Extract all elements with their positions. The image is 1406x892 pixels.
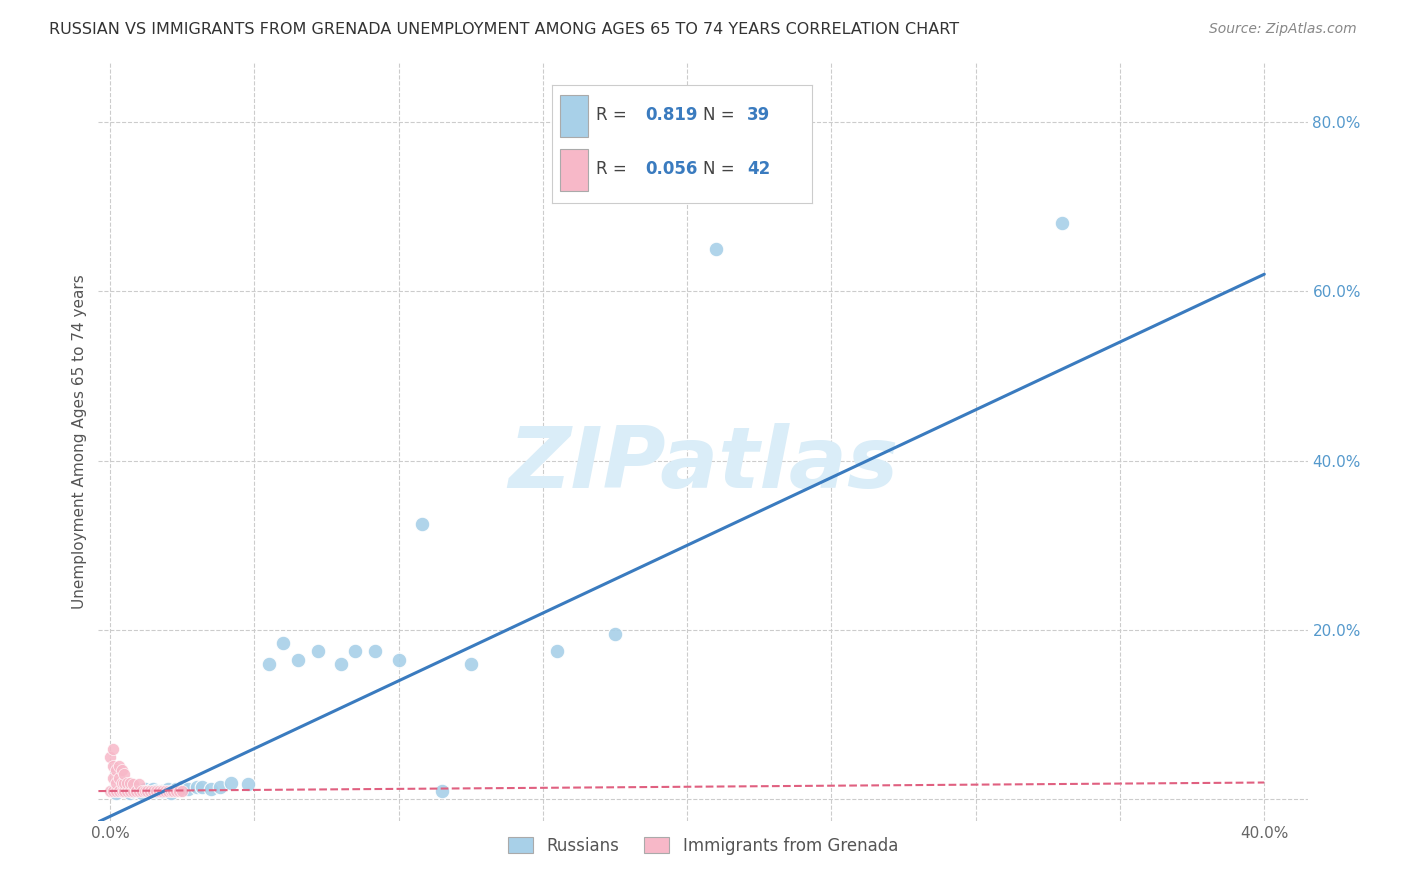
Point bbox=[172, 784, 194, 798]
Point bbox=[364, 644, 387, 658]
Text: RUSSIAN VS IMMIGRANTS FROM GRENADA UNEMPLOYMENT AMONG AGES 65 TO 74 YEARS CORREL: RUSSIAN VS IMMIGRANTS FROM GRENADA UNEMP… bbox=[49, 22, 959, 37]
Point bbox=[101, 772, 124, 786]
Point bbox=[208, 780, 231, 794]
Point bbox=[287, 653, 309, 667]
Point bbox=[150, 784, 173, 798]
Point bbox=[107, 772, 129, 786]
Point bbox=[238, 777, 260, 791]
Point bbox=[107, 784, 129, 798]
Point bbox=[136, 784, 159, 798]
Point bbox=[110, 775, 132, 789]
Point bbox=[125, 784, 148, 798]
Point bbox=[139, 784, 162, 798]
Point bbox=[177, 782, 200, 797]
Point bbox=[110, 763, 132, 777]
Point bbox=[98, 784, 121, 798]
Point bbox=[98, 750, 121, 764]
Point bbox=[128, 784, 150, 798]
Point bbox=[131, 784, 153, 798]
Point bbox=[128, 777, 150, 791]
Point bbox=[134, 784, 156, 798]
Point bbox=[104, 775, 127, 789]
Point bbox=[546, 644, 568, 658]
Point bbox=[104, 763, 127, 777]
Point bbox=[131, 786, 153, 800]
Point bbox=[120, 786, 142, 800]
Point bbox=[219, 775, 242, 789]
Point bbox=[142, 784, 165, 798]
Point bbox=[460, 657, 482, 671]
Point bbox=[145, 784, 167, 798]
Point bbox=[156, 782, 179, 797]
Point bbox=[104, 784, 127, 798]
Point bbox=[122, 777, 145, 791]
Point bbox=[186, 780, 208, 794]
Point bbox=[112, 775, 135, 789]
Point bbox=[101, 741, 124, 756]
Point bbox=[329, 657, 352, 671]
Point bbox=[110, 784, 132, 798]
Point bbox=[120, 775, 142, 789]
Point bbox=[122, 784, 145, 798]
Point bbox=[411, 517, 433, 532]
Point bbox=[257, 657, 280, 671]
Point bbox=[107, 758, 129, 772]
Point bbox=[167, 784, 190, 798]
Point bbox=[148, 784, 170, 798]
Point bbox=[120, 784, 142, 798]
Y-axis label: Unemployment Among Ages 65 to 74 years: Unemployment Among Ages 65 to 74 years bbox=[72, 274, 87, 609]
Point bbox=[153, 784, 176, 798]
Point bbox=[387, 653, 409, 667]
Point bbox=[150, 784, 173, 798]
Point bbox=[142, 782, 165, 797]
Point bbox=[112, 767, 135, 781]
Point bbox=[112, 784, 135, 798]
Point bbox=[145, 784, 167, 798]
Point bbox=[172, 780, 194, 794]
Point bbox=[101, 784, 124, 798]
Point bbox=[122, 784, 145, 798]
Point bbox=[101, 784, 124, 798]
Point bbox=[117, 784, 139, 798]
Point bbox=[344, 644, 367, 658]
Point bbox=[156, 784, 179, 798]
Point bbox=[165, 784, 187, 798]
Point bbox=[191, 780, 214, 794]
Point bbox=[200, 782, 222, 797]
Text: Source: ZipAtlas.com: Source: ZipAtlas.com bbox=[1209, 22, 1357, 37]
Point bbox=[128, 784, 150, 798]
Text: ZIPatlas: ZIPatlas bbox=[508, 423, 898, 506]
Point bbox=[101, 758, 124, 772]
Point bbox=[110, 782, 132, 797]
Point bbox=[165, 782, 187, 797]
Point bbox=[139, 784, 162, 798]
Point bbox=[112, 784, 135, 798]
Point bbox=[104, 786, 127, 800]
Point bbox=[704, 242, 727, 256]
Point bbox=[159, 786, 181, 800]
Point bbox=[603, 627, 626, 641]
Point bbox=[430, 784, 453, 798]
Point bbox=[307, 644, 329, 658]
Point bbox=[162, 784, 184, 798]
Legend: Russians, Immigrants from Grenada: Russians, Immigrants from Grenada bbox=[502, 830, 904, 862]
Point bbox=[271, 636, 294, 650]
Point bbox=[117, 775, 139, 789]
Point bbox=[134, 782, 156, 797]
Point bbox=[159, 784, 181, 798]
Point bbox=[1052, 216, 1074, 230]
